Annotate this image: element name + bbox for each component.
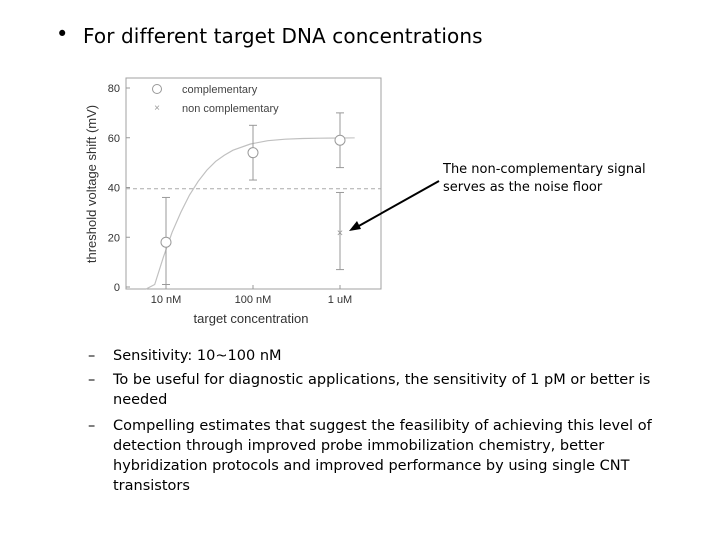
sub-bullet-item: – Compelling estimates that suggest the … [88,416,688,496]
data-marks: × [160,112,346,286]
x-axis-label: target concentration [194,311,309,326]
data-point-complementary [334,134,346,146]
legend-circle-marker [152,84,162,94]
legend-x-marker: × [154,103,160,114]
y-tick-label: 60 [108,133,120,145]
annotation-text: The non-complementary signal serves as t… [443,161,673,197]
data-point-complementary [247,147,259,159]
title-bullet: • [56,22,69,46]
y-tick-label: 80 [108,83,120,95]
sub-bullet-item: – To be useful for diagnostic applicatio… [88,370,688,410]
y-tick-label: 20 [108,232,120,244]
sub-bullet-dash: – [88,372,96,388]
y-ticks: 0 20 40 60 80 [108,83,130,294]
sub-bullet-list: – Sensitivity: 10~100 nM – To be useful … [88,346,688,500]
x-tick-label: 10 nM [151,294,182,306]
sub-bullet-text: To be useful for diagnostic applications… [113,372,651,408]
legend-label-complementary: complementary [182,84,258,96]
x-tick-label: 100 nM [235,294,272,306]
annotation-arrow [349,180,440,231]
sub-bullet-dash: – [88,418,96,434]
sub-bullet-item: – Sensitivity: 10~100 nM [88,346,688,366]
fit-curve [146,138,355,289]
sub-bullet-dash: – [88,348,96,364]
x-tick-label: 1 uM [328,294,352,306]
annotation-line-1: The non-complementary signal [443,162,646,177]
y-tick-label: 40 [108,183,120,195]
data-point-non-complementary: × [337,227,343,239]
y-axis-label: threshold voltage shift (mV) [84,105,99,263]
annotation-line-2: serves as the noise floor [443,180,603,195]
sub-bullet-text: Sensitivity: 10~100 nM [113,348,282,364]
sub-bullet-text: Compelling estimates that suggest the fe… [113,418,652,494]
x-ticks: 10 nM 100 nM 1 uM [151,285,352,306]
slide-title: For different target DNA concentrations [83,24,483,48]
y-tick-label: 0 [114,282,120,294]
data-point-complementary [160,236,172,248]
legend-label-non-complementary: non complementary [182,103,279,115]
legend: complementary × non complementary [152,84,279,115]
